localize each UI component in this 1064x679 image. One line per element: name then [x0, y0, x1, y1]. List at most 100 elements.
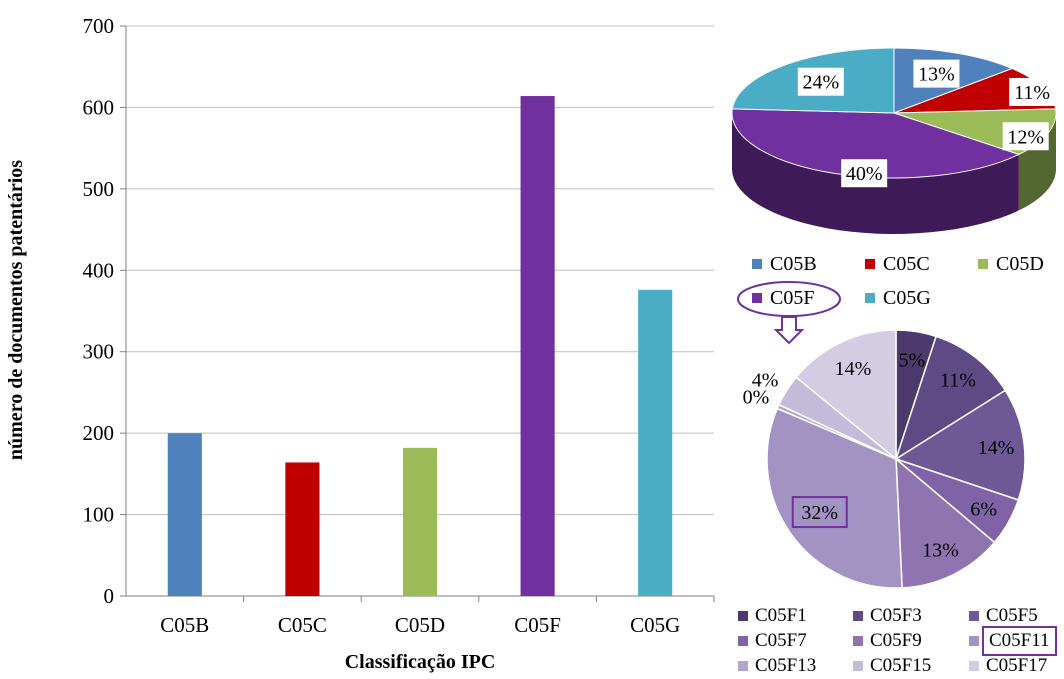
legend-label: C05F7: [755, 630, 807, 651]
legend-item-c05g: C05G: [865, 287, 931, 309]
y-tick-label: 300: [83, 340, 115, 364]
down-arrow-icon: [773, 316, 805, 345]
legend-label: C05F13: [755, 655, 817, 676]
bar-c05d: [402, 447, 438, 596]
legend-swatch: [752, 293, 762, 303]
legend-label: C05D: [996, 252, 1044, 275]
legend-swatch: [978, 259, 988, 269]
pie2-data-label: 0%: [743, 386, 770, 408]
pie1-data-labels: 13% 11% 12% 40% 24%: [797, 59, 1056, 188]
pie1-label-box: [1009, 77, 1056, 106]
pie2-data-label: 4%: [752, 370, 779, 392]
y-tick-label: 700: [83, 14, 115, 38]
bar-x-tick-labels: C05B C05C C05D C05F C05G: [160, 613, 680, 637]
pie1-data-label: 40%: [846, 163, 883, 185]
y-tick-label: 600: [83, 95, 115, 119]
bar-c05f: [520, 96, 555, 597]
pie2-slice-c05f17: [795, 329, 897, 461]
legend-swatch: [853, 611, 863, 621]
pie2-data-label: 32%: [801, 502, 838, 524]
y-tick-label: 200: [83, 421, 115, 445]
pie1-data-label: 11%: [1014, 82, 1050, 104]
legend-swatch: [738, 661, 748, 671]
bar-gridlines: [126, 25, 714, 516]
legend-label: C05F3: [870, 605, 922, 626]
legend-label: C05F9: [870, 630, 922, 651]
pie2-slice-c05f11: [766, 407, 903, 589]
legend-item-c05b: C05B: [752, 253, 817, 275]
x-tick-label: C05D: [395, 613, 445, 637]
legend-item-c05f3: C05F3: [853, 605, 922, 627]
pie1-label-box: [797, 67, 844, 96]
legend-item-c05f11: C05F11: [969, 626, 1057, 656]
legend-label: C05F11: [982, 626, 1057, 656]
highlight-annotation: [737, 281, 841, 345]
pie2-slice-c05f3: [894, 335, 1007, 461]
y-tick-label: 400: [83, 258, 115, 282]
legend-swatch: [969, 611, 979, 621]
pie2-data-labels: 5% 11% 14% 6% 13% 32% 0%4% 14%: [743, 350, 1015, 562]
legend-label: C05B: [770, 252, 817, 275]
pie2-highlight-box: [791, 496, 848, 529]
legend-item-c05f: C05F: [752, 287, 814, 309]
legend-swatch: [853, 636, 863, 646]
pie-chart-ipc: 13% 11% 12% 40% 24%: [731, 47, 1057, 234]
pie2-slice-c05f5: [894, 389, 1026, 501]
pie2-data-label: 14%: [978, 437, 1015, 459]
legend-item-c05c: C05C: [865, 253, 930, 275]
pie2-slices: [766, 329, 1026, 589]
legend-swatch: [969, 636, 979, 646]
pie1-data-label: 13%: [918, 64, 955, 86]
legend-label: C05F: [770, 286, 815, 309]
legend-label: C05F15: [870, 655, 932, 676]
legend-swatch: [738, 636, 748, 646]
pie-chart-c05f: 5% 11% 14% 6% 13% 32% 0%4% 14%: [743, 329, 1026, 589]
y-axis-label: número de documentos patentários: [5, 160, 27, 460]
bar-series: [167, 96, 673, 597]
legend-label: C05G: [883, 286, 931, 309]
bar-c05g: [638, 289, 673, 596]
legend-item-c05f5: C05F5: [969, 605, 1038, 627]
legend-item-c05f9: C05F9: [853, 630, 922, 652]
y-tick-label: 100: [83, 503, 115, 527]
legend-swatch: [738, 611, 748, 621]
x-tick-label: C05C: [278, 613, 327, 637]
x-axis-label: Classificação IPC: [345, 651, 496, 673]
bar-c05c: [285, 462, 320, 596]
pie1-slices: [731, 47, 1057, 179]
legend-label: C05F1: [755, 605, 807, 626]
legend-item-c05f1: C05F1: [738, 605, 807, 627]
legend-item-c05f15: C05F15: [853, 655, 931, 677]
legend-item-c05d: C05D: [978, 253, 1044, 275]
x-tick-label: C05G: [630, 613, 680, 637]
pie2-data-label: 13%: [922, 539, 959, 561]
pie1-label-box: [913, 59, 960, 88]
bar-c05b: [167, 433, 202, 596]
pie1-label-box: [841, 159, 888, 188]
legend-swatch: [752, 259, 762, 269]
pie2-slice-c05f9: [895, 457, 996, 589]
legend-item-c05f17: C05F17: [969, 655, 1047, 677]
pie2-data-label: 11%: [940, 370, 976, 392]
pie1-data-label: 12%: [1007, 126, 1044, 148]
pie1-slice-c05f: [731, 108, 1021, 179]
legend-swatch: [969, 661, 979, 671]
legend-item-c05f7: C05F7: [738, 630, 807, 652]
pie1-side-c05f: [732, 113, 1019, 234]
pie2-data-label: 5%: [898, 350, 925, 372]
bar-y-tick-labels: 0 100 200 300 400 500 600 700: [83, 14, 115, 608]
y-tick-label: 0: [104, 584, 115, 608]
pie2-data-label: 6%: [970, 498, 997, 520]
y-tick-label: 500: [83, 177, 115, 201]
legend-label: C05F5: [986, 605, 1038, 626]
x-tick-label: C05B: [160, 613, 209, 637]
legend-swatch: [865, 259, 875, 269]
x-tick-label: C05F: [514, 613, 561, 637]
legend-label: C05C: [883, 252, 930, 275]
pie2-data-label: 14%: [835, 358, 872, 380]
legend-swatch: [853, 661, 863, 671]
legend-swatch: [865, 293, 875, 303]
pie1-data-label: 24%: [802, 72, 839, 94]
